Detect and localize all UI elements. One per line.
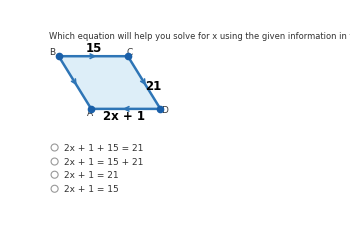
Polygon shape bbox=[59, 57, 160, 109]
Text: 2x + 1 + 15 = 21: 2x + 1 + 15 = 21 bbox=[64, 143, 144, 152]
Text: 2x + 1: 2x + 1 bbox=[103, 109, 145, 122]
Text: 2x + 1 = 15: 2x + 1 = 15 bbox=[64, 185, 119, 193]
Text: A: A bbox=[87, 109, 93, 118]
Text: Which equation will help you solve for x using the given information in the diag: Which equation will help you solve for x… bbox=[49, 32, 350, 41]
Text: C: C bbox=[126, 48, 132, 57]
Text: D: D bbox=[161, 105, 168, 114]
Text: 21: 21 bbox=[146, 79, 162, 92]
Text: 2x + 1 = 21: 2x + 1 = 21 bbox=[64, 170, 119, 179]
Text: B: B bbox=[49, 48, 56, 57]
Text: 15: 15 bbox=[85, 42, 102, 55]
Text: 2x + 1 = 15 + 21: 2x + 1 = 15 + 21 bbox=[64, 157, 144, 166]
